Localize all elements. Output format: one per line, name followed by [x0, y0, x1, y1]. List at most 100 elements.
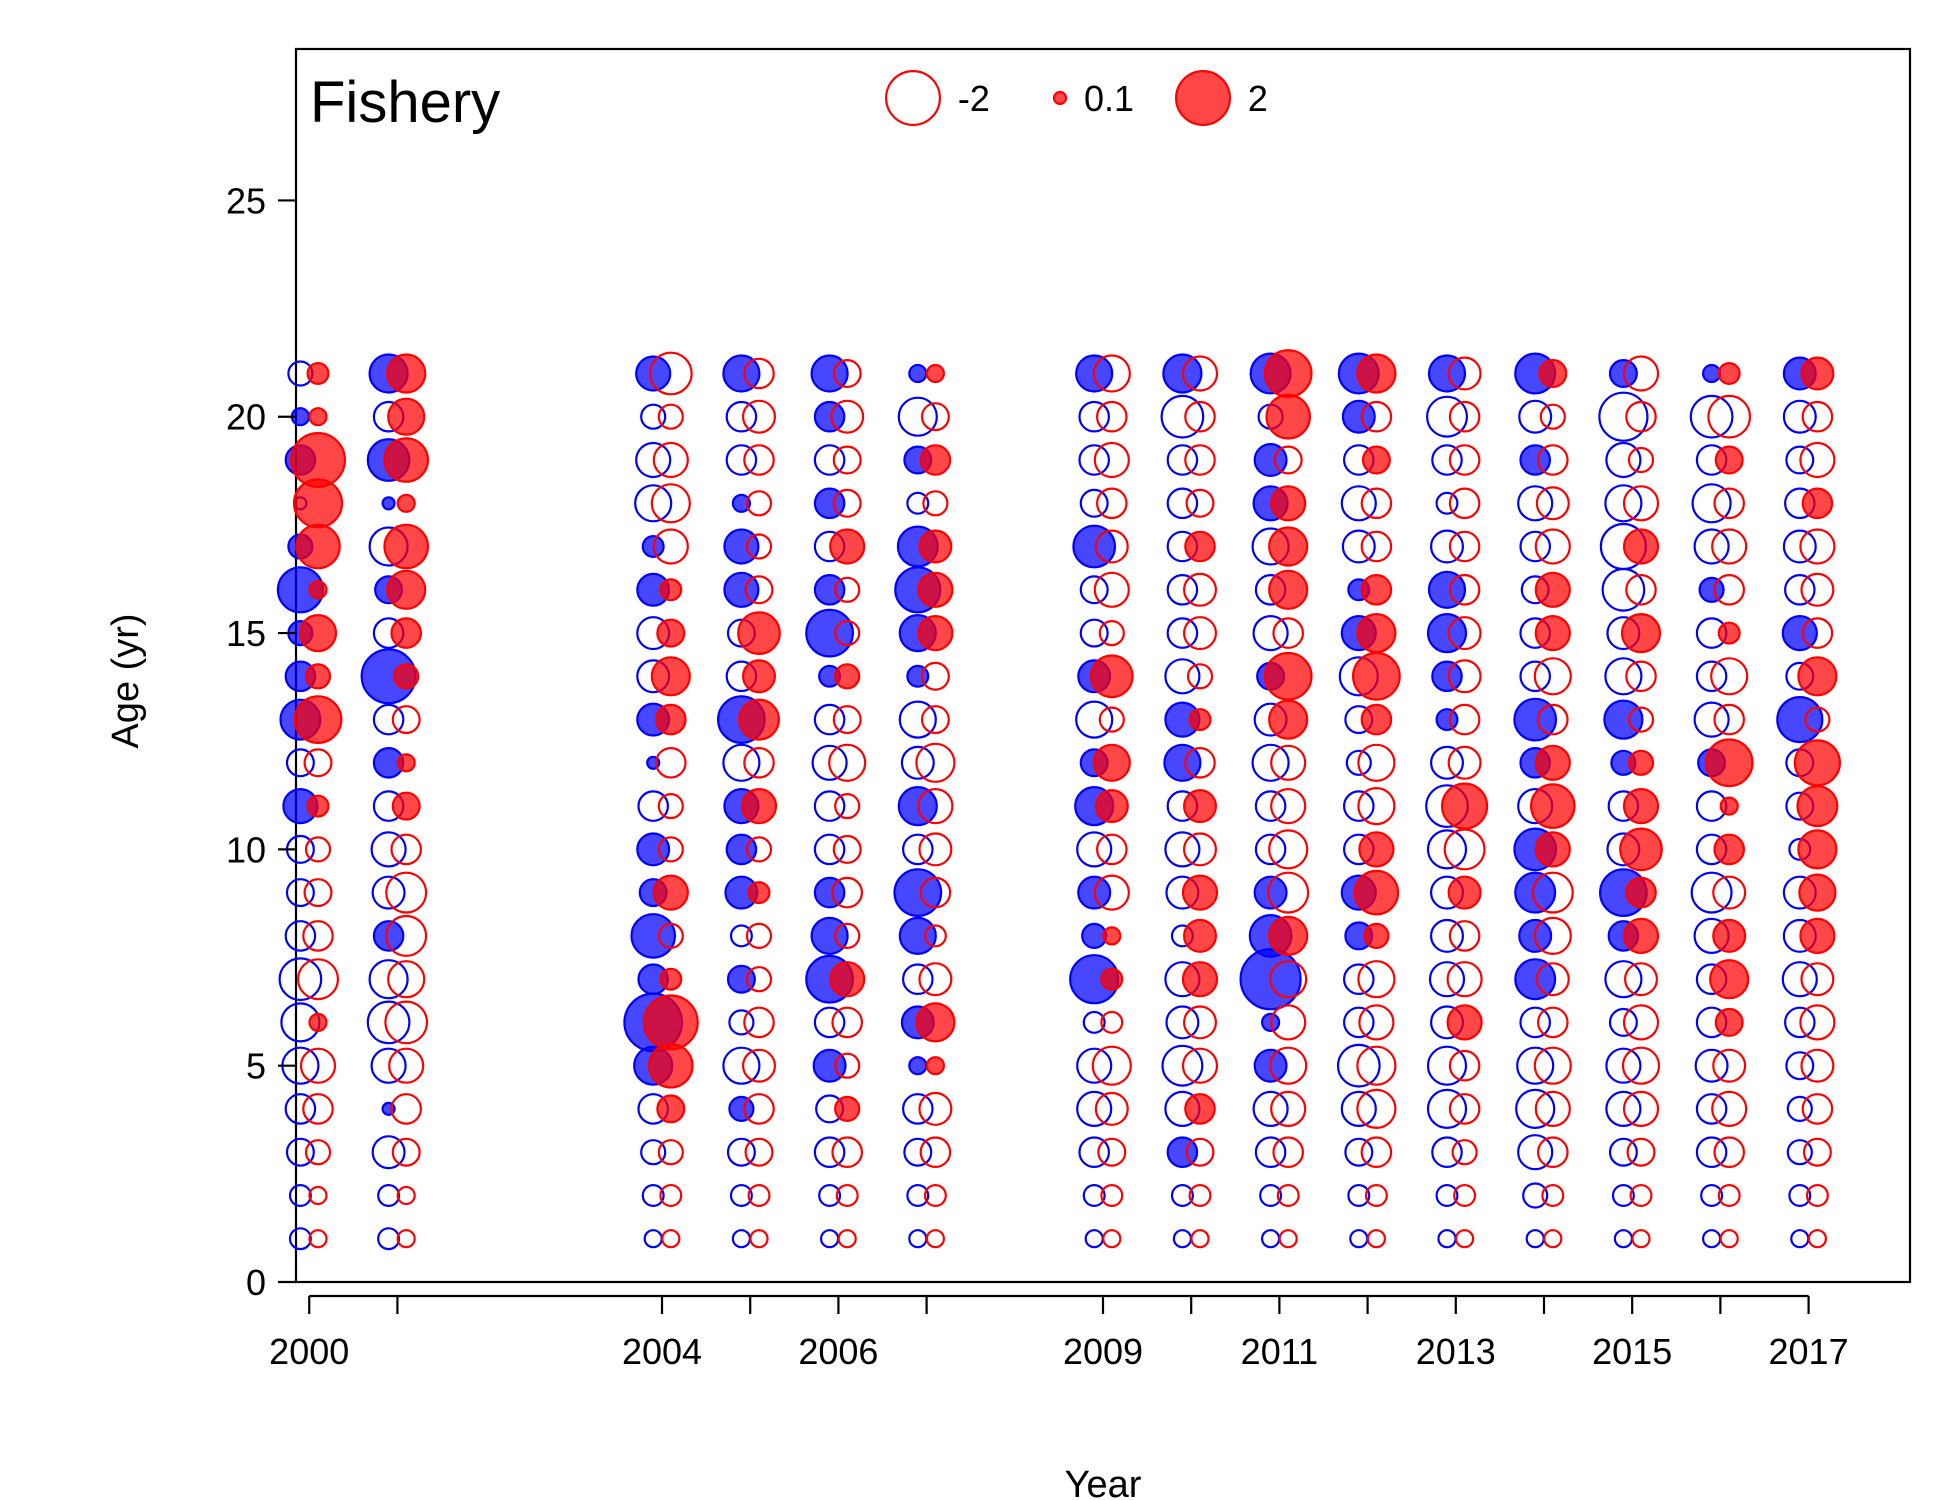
- bubble-point: [641, 1183, 665, 1207]
- bubble-point: [1096, 833, 1128, 866]
- bubble-point: [1096, 487, 1128, 520]
- bubble-point: [1704, 738, 1754, 788]
- bubble-point: [656, 618, 686, 648]
- bubble-point: [923, 924, 947, 948]
- bubble-point: [1182, 918, 1217, 953]
- bubble-point: [830, 399, 865, 434]
- bubble-point: [1360, 487, 1393, 520]
- bubble-point: [1078, 1136, 1110, 1168]
- bubble-point: [725, 400, 758, 433]
- bubble-point: [1097, 1137, 1127, 1167]
- bubble-point: [390, 833, 422, 866]
- bubble-point: [372, 703, 405, 736]
- bubble-point: [832, 359, 862, 389]
- bubble-point: [1254, 833, 1287, 866]
- bubble-point: [917, 787, 954, 825]
- bubble-point: [1717, 621, 1741, 645]
- bubble-point: [657, 836, 684, 863]
- bubble-point: [1801, 487, 1834, 520]
- bubble-point: [1796, 785, 1839, 828]
- bubble-point: [744, 1137, 774, 1167]
- bubble-point: [1082, 1010, 1106, 1034]
- bubble-point: [1719, 1229, 1739, 1249]
- y-tick-label: 25: [226, 180, 266, 221]
- bubble-point: [1427, 354, 1467, 393]
- bubble-point: [1690, 871, 1733, 914]
- bubble-point: [642, 994, 699, 1051]
- bubble-point: [737, 611, 781, 655]
- bubble-point: [391, 1137, 421, 1167]
- bubble-point: [1538, 359, 1568, 389]
- bubble-point: [1253, 875, 1288, 910]
- bubble-point: [288, 1227, 312, 1251]
- bubble-point: [901, 963, 934, 995]
- bubble-point: [1270, 1090, 1307, 1128]
- bubble-point: [831, 1136, 863, 1168]
- bubble-point: [1448, 487, 1481, 520]
- bubble-point: [1448, 703, 1481, 736]
- bubble-point: [1776, 695, 1824, 744]
- bubble-point: [829, 528, 866, 565]
- bubble-point: [288, 1183, 312, 1207]
- bubble-point: [1078, 444, 1110, 476]
- bubble-point: [1625, 876, 1657, 909]
- bubble-point: [278, 957, 323, 1002]
- bubble-point: [1181, 874, 1219, 911]
- bubble-point: [834, 922, 861, 950]
- bubble-point: [1799, 917, 1836, 955]
- bubble-point: [390, 1093, 422, 1125]
- bubble-point: [1092, 743, 1131, 782]
- bubble-point: [1100, 1010, 1124, 1034]
- y-axis: 0 5 10 15 20 25: [226, 180, 296, 1303]
- bubble-point: [918, 832, 953, 867]
- bubble-point: [1626, 1137, 1656, 1167]
- bubble-point: [1693, 701, 1730, 738]
- bubble-point: [1622, 485, 1660, 522]
- bubble-point: [383, 437, 430, 483]
- bubble-point: [635, 441, 672, 479]
- bubble-point: [290, 432, 347, 489]
- bubble-point: [1625, 400, 1657, 433]
- bubble-point: [302, 920, 334, 952]
- bubble-point: [1695, 1093, 1728, 1125]
- bubble-point: [743, 1093, 775, 1125]
- bubble-point: [1263, 651, 1313, 701]
- bubble-point: [1622, 1004, 1660, 1041]
- bubble-point: [1440, 782, 1489, 830]
- bubble-point: [1102, 926, 1122, 946]
- bubble-point: [898, 700, 937, 739]
- bubble-point: [1701, 1229, 1722, 1249]
- bubble-point: [811, 744, 848, 781]
- bubble-point: [385, 871, 428, 914]
- bubble-point: [1807, 1229, 1828, 1249]
- bubble-point: [1522, 1182, 1549, 1209]
- bubble-point: [1252, 614, 1289, 652]
- bubble-point: [906, 491, 930, 515]
- bubble-point: [722, 743, 761, 782]
- bubble-point: [1184, 1093, 1216, 1125]
- bubble-point: [643, 1229, 663, 1249]
- bubble-point: [834, 576, 861, 603]
- bubble-point: [1712, 1048, 1747, 1083]
- bubble-point: [396, 1185, 416, 1206]
- bubble-point: [740, 787, 778, 825]
- x-tick-label: 2011: [1241, 1331, 1318, 1372]
- bubble-point: [1695, 1136, 1728, 1168]
- bubble-point: [657, 1139, 684, 1166]
- bubble-point: [1426, 612, 1468, 654]
- bubble-point: [1611, 1183, 1635, 1207]
- bubble-point: [1786, 1095, 1813, 1123]
- bubble-point: [1102, 1229, 1122, 1249]
- y-tick-label: 15: [226, 613, 266, 654]
- bubble-point: [918, 1091, 953, 1126]
- bubble-point: [1693, 528, 1730, 565]
- bubble-point: [1519, 1006, 1551, 1039]
- bubble-point: [1605, 441, 1642, 479]
- bubble-point: [1448, 444, 1481, 476]
- bubble-point: [1454, 1229, 1475, 1249]
- bubble-point: [749, 1229, 769, 1249]
- bubble-point: [1094, 1091, 1129, 1126]
- bubble-point: [1094, 789, 1129, 824]
- bubble-point: [925, 1056, 946, 1076]
- bubble-point: [1695, 660, 1728, 693]
